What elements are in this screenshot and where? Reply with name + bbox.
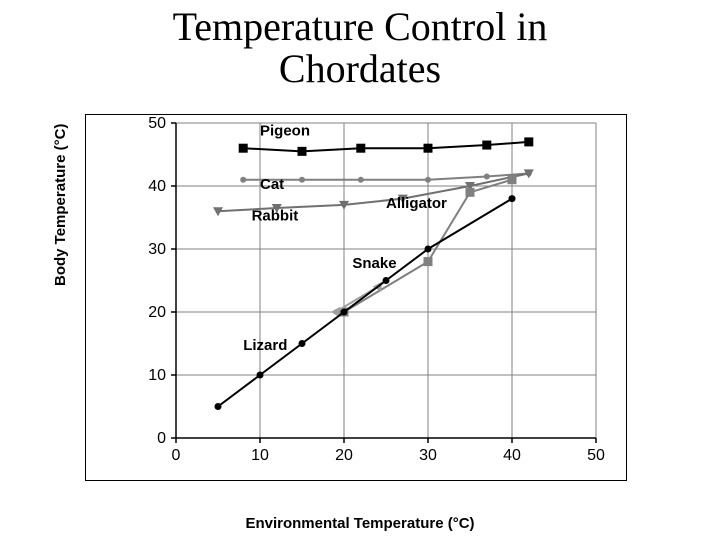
label-lizard: Lizard (243, 337, 287, 354)
svg-text:30: 30 (148, 241, 166, 258)
chart-svg: 0 10 20 30 40 50 0 10 20 30 40 50 Pigeon Cat Rabbit All… (86, 115, 626, 480)
label-cat: Cat (260, 176, 284, 193)
chart-container: 0 10 20 30 40 50 0 10 20 30 40 50 Pigeon Cat Rabbit All… (85, 114, 627, 481)
svg-text:20: 20 (335, 447, 353, 464)
label-alligator: Alligator (386, 195, 447, 212)
x-axis-label: Environmental Temperature (°C) (0, 515, 720, 532)
svg-text:0: 0 (157, 430, 166, 447)
svg-text:50: 50 (148, 115, 166, 132)
svg-text:40: 40 (148, 178, 166, 195)
svg-text:20: 20 (148, 304, 166, 321)
title-line2: Chordates (279, 46, 441, 91)
label-rabbit: Rabbit (252, 208, 299, 225)
y-axis-label: Body Temperature (°C) (52, 124, 69, 286)
label-pigeon: Pigeon (260, 123, 310, 140)
chart-title: Temperature Control in Chordates (0, 6, 720, 90)
svg-text:10: 10 (251, 447, 269, 464)
label-snake: Snake (352, 255, 396, 272)
svg-text:10: 10 (148, 367, 166, 384)
svg-text:40: 40 (503, 447, 521, 464)
title-line1: Temperature Control in (173, 4, 548, 49)
svg-text:50: 50 (587, 447, 605, 464)
svg-text:0: 0 (172, 447, 181, 464)
svg-text:30: 30 (419, 447, 437, 464)
